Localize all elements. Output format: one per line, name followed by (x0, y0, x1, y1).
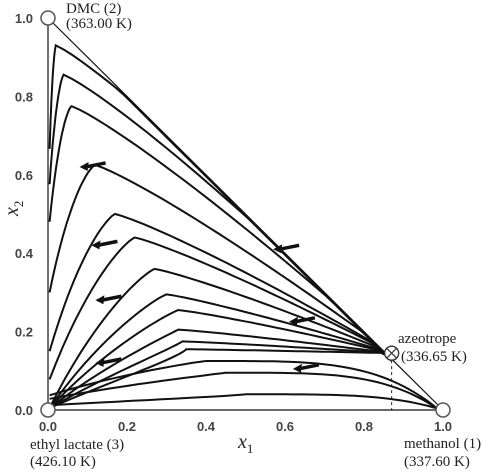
x-axis-label: x1 (237, 431, 253, 456)
y-axis-tick-labels: 0.0 0.2 0.4 0.6 0.8 1.0 (15, 11, 34, 418)
y-tick-label: 0.2 (15, 325, 33, 340)
direction-arrowhead (95, 357, 105, 367)
direction-arrowhead (91, 240, 101, 250)
y-tick-label: 0.8 (15, 89, 33, 104)
azeotrope-marker (383, 345, 400, 361)
triangle-hypotenuse (47, 17, 444, 411)
methanol-label: methanol (1) (404, 436, 481, 452)
residue-curve (49, 360, 438, 410)
y-tick-label: 0.6 (15, 168, 33, 183)
x-tick-label: 0.4 (197, 419, 216, 434)
y-axis-label: x2 (1, 201, 26, 217)
direction-arrowhead (288, 316, 298, 326)
dmc-label: DMC (2) (66, 1, 121, 17)
residue-curve (48, 73, 393, 362)
residue-curve (49, 340, 393, 409)
residue-curve (48, 236, 393, 380)
y-tick-label: 0.0 (15, 403, 33, 418)
direction-arrowhead (273, 244, 283, 254)
ethyl-lactate-temperature: (426.10 K) (30, 454, 96, 470)
direction-arrow (294, 316, 316, 324)
x-tick-label: 0.0 (39, 419, 57, 434)
y-tick-label: 1.0 (15, 11, 33, 26)
residue-curve (49, 328, 393, 409)
direction-arrow (101, 357, 122, 365)
dmc-vertex-marker (40, 10, 56, 26)
methanol-temperature: (337.60 K) (404, 454, 470, 470)
direction-arrow (298, 363, 320, 371)
x-tick-label: 0.8 (355, 419, 373, 434)
residue-curve (48, 293, 393, 409)
ethyl-lactate-label: ethyl lactate (3) (30, 437, 124, 453)
direction-arrow (278, 243, 300, 251)
direction-arrow (97, 239, 118, 248)
azeotrope-temperature: (336.65 K) (401, 349, 467, 365)
direction-arrows (79, 161, 320, 373)
azeotrope-label: azeotrope (398, 331, 457, 347)
direction-arrow (85, 161, 106, 169)
direction-arrowhead (292, 363, 302, 373)
residue-curve (49, 393, 438, 410)
residue-curve (48, 105, 393, 362)
residue-curve (49, 371, 438, 410)
x-axis-tick-labels: 0.0 0.2 0.4 0.6 0.8 1.0 (39, 419, 452, 434)
residue-curve (48, 308, 393, 409)
direction-arrow (101, 294, 122, 302)
residue-curve (48, 164, 393, 362)
residue-curves (48, 43, 438, 410)
direction-arrowhead (95, 295, 105, 305)
methanol-vertex-marker (435, 402, 451, 418)
x-tick-label: 0.2 (118, 419, 136, 434)
residue-curve (49, 348, 393, 409)
x-tick-label: 1.0 (434, 419, 452, 434)
residue-curve (48, 43, 393, 362)
dmc-temperature: (363.00 K) (66, 16, 132, 32)
ethyl-lactate-vertex-marker (40, 402, 56, 418)
direction-arrowhead (79, 161, 89, 171)
y-tick-label: 0.4 (15, 246, 34, 261)
x-tick-label: 0.6 (276, 419, 294, 434)
residue-curve (48, 267, 393, 409)
residue-curve (48, 212, 393, 362)
